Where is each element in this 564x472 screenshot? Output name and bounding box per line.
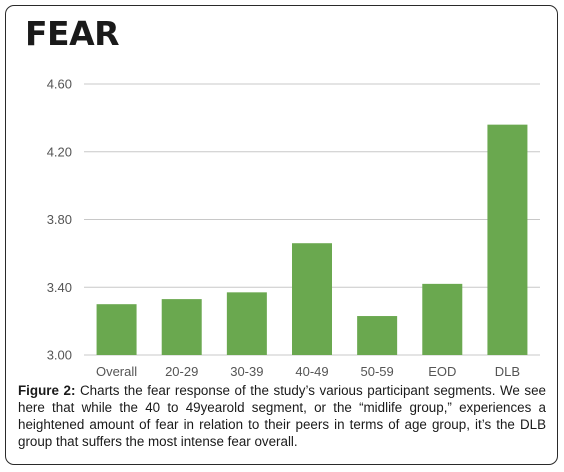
bar-20-29 [161,299,202,355]
caption-text: Charts the fear response of the study’s … [18,383,547,449]
chart-title: FEAR [25,14,120,53]
x-tick-label: 20-29 [165,364,198,379]
bar-50-59 [357,316,398,355]
x-tick-label: 30-39 [230,364,263,379]
bar-overall [96,304,137,355]
y-tick-label: 3.40 [47,280,72,295]
bar-eod [422,283,463,355]
y-tick-label: 4.20 [47,144,72,159]
bar-dlb [487,124,528,356]
y-tick-label: 3.80 [47,212,72,227]
x-tick-label: 50-59 [361,364,394,379]
x-tick-label: DLB [495,364,520,379]
x-axis: Overall 20-29 30-39 40-49 50-59 EOD DLB [96,364,520,379]
y-axis: 3.00 3.40 3.80 4.20 4.60 [47,77,72,363]
caption-label: Figure 2: [18,383,76,398]
x-tick-label: EOD [428,364,456,379]
y-tick-label: 4.60 [47,77,72,92]
x-tick-label: Overall [96,364,137,379]
figure-frame [5,5,558,465]
bar-30-39 [226,292,267,355]
figure-caption: Figure 2: Charts the fear response of th… [18,382,546,450]
y-tick-label: 3.00 [47,348,72,363]
x-tick-label: 40-49 [295,364,328,379]
bar-40-49 [292,243,332,355]
bars [96,124,528,356]
